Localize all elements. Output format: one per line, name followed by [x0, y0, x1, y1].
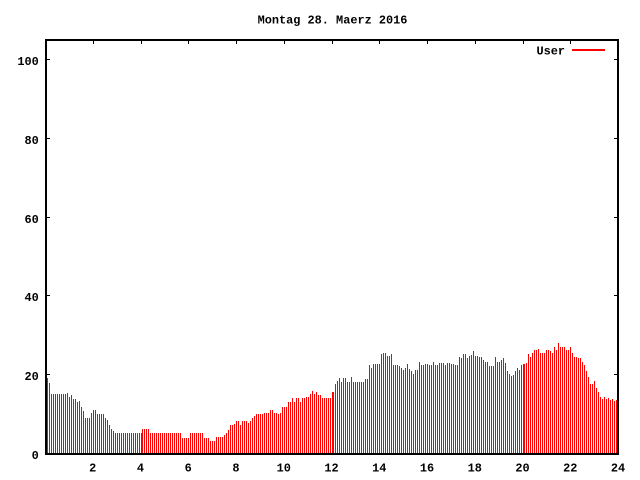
svg-text:80: 80: [25, 134, 39, 148]
svg-text:14: 14: [372, 462, 386, 476]
svg-text:18: 18: [468, 462, 482, 476]
svg-text:2: 2: [89, 462, 96, 476]
svg-text:10: 10: [277, 462, 291, 476]
svg-text:40: 40: [25, 291, 39, 305]
svg-text:User: User: [536, 45, 565, 59]
svg-text:60: 60: [25, 213, 39, 227]
svg-text:8: 8: [232, 462, 239, 476]
svg-text:22: 22: [563, 462, 577, 476]
svg-text:12: 12: [324, 462, 338, 476]
svg-text:100: 100: [17, 55, 38, 69]
svg-text:Montag 28. Maerz 2016: Montag 28. Maerz 2016: [258, 14, 408, 28]
svg-text:20: 20: [515, 462, 529, 476]
svg-text:20: 20: [25, 370, 39, 384]
svg-text:24: 24: [611, 462, 625, 476]
svg-text:16: 16: [420, 462, 434, 476]
svg-text:6: 6: [185, 462, 192, 476]
svg-text:0: 0: [32, 449, 39, 463]
svg-text:4: 4: [137, 462, 144, 476]
